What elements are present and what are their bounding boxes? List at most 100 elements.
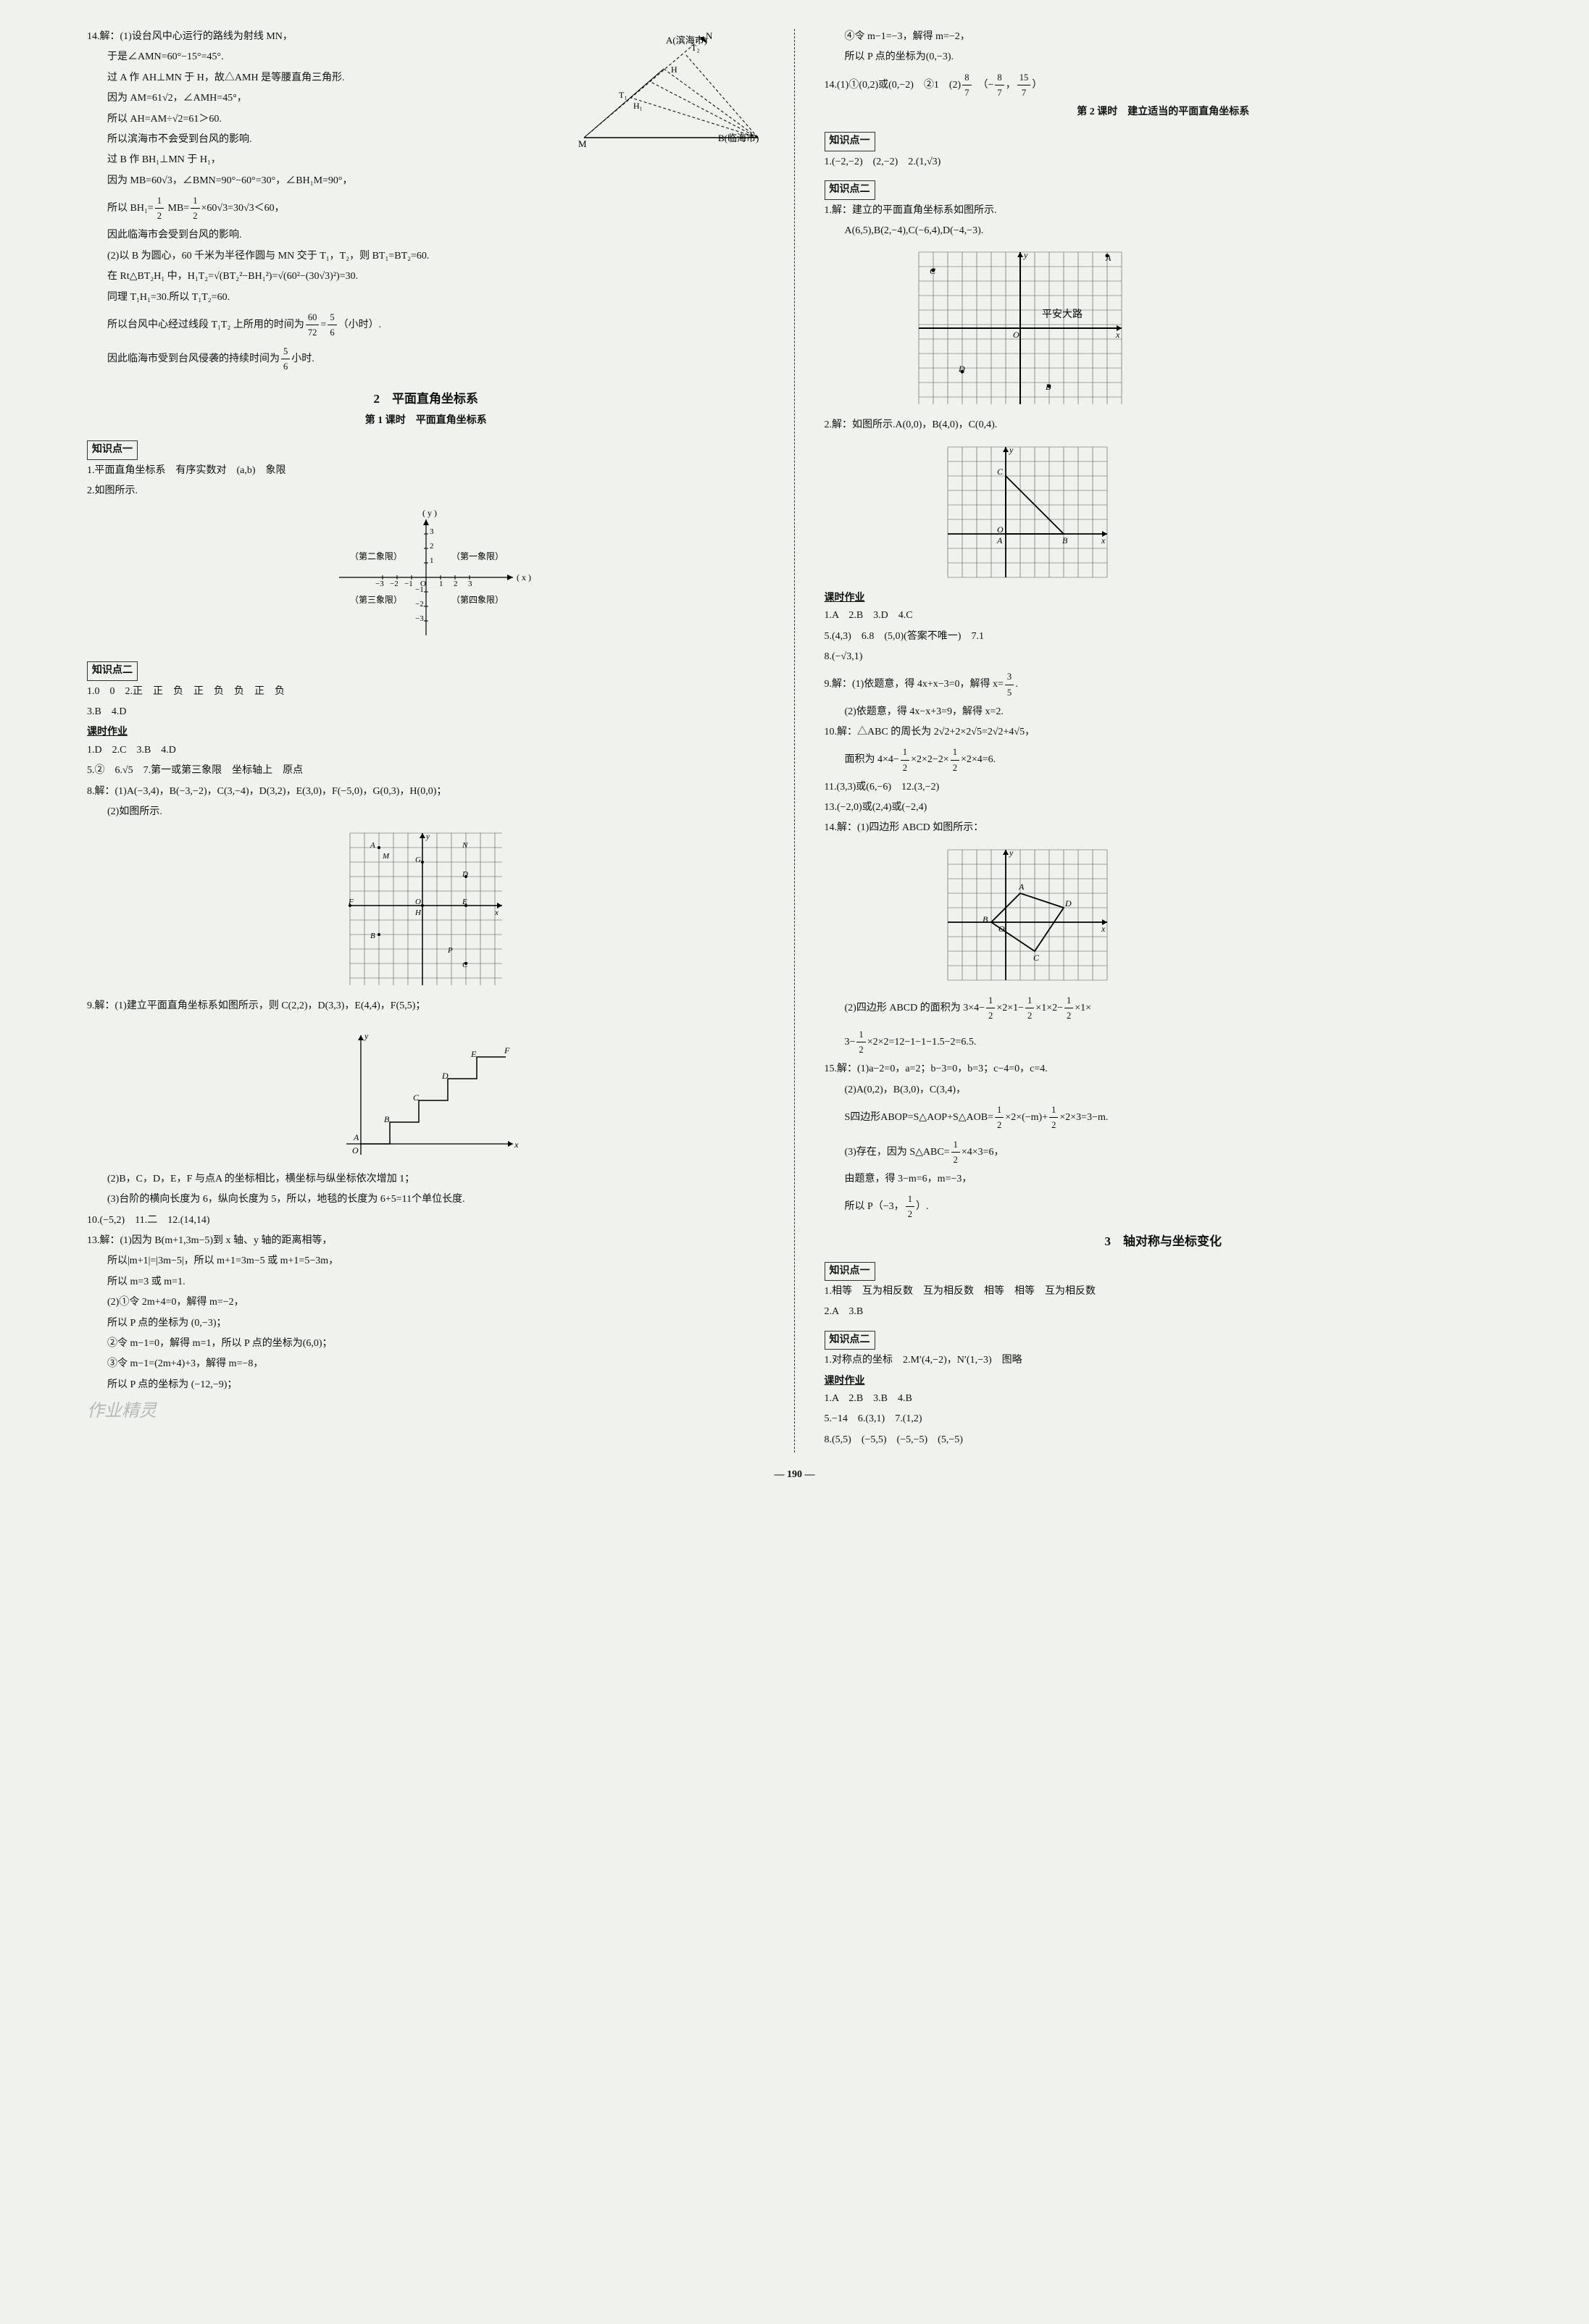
svg-text:（第四象限）: （第四象限） [451, 595, 504, 605]
svg-text:A: A [1018, 882, 1025, 892]
r-hw3-8: 8.(5,5) (−5,5) (−5,−5) (5,−5) [825, 1432, 1503, 1448]
z2-1: 1.0 0 2.正 正 负 正 负 负 正 负 [87, 684, 765, 700]
r-hw14b: (2)四边形 ABCD 的面积为 3×4−12×2×1−12×1×2−12×1× [845, 993, 1503, 1023]
section-3-title: 3 轴对称与坐标变化 [825, 1232, 1503, 1251]
svg-text:N: N [462, 841, 468, 850]
svg-text:P: P [447, 946, 453, 955]
z1-2: 2.如图所示. [87, 483, 765, 499]
svg-text:B: B [384, 1114, 390, 1124]
hw-13c: 所以 m=3 或 m=1. [107, 1274, 765, 1290]
hw-13a: 13.解：(1)因为 B(m+1,3m−5)到 x 轴、y 轴的距离相等， [87, 1233, 765, 1249]
svg-text:C: C [413, 1092, 420, 1103]
staircase-diagram: ABC DEF Oxy [325, 1021, 527, 1166]
hw-8b: (2)如图所示. [107, 804, 765, 820]
svg-text:1: 1 [430, 556, 434, 565]
svg-text:（第三象限）: （第三象限） [350, 595, 402, 605]
q14-9: 所以 BH₁=12 MB=12×60√3=30√3＜60， [107, 193, 765, 223]
coord-system-1: 平安大路 ABC DOxy [912, 245, 1129, 411]
r-hw11: 11.(3,3)或(6,−6) 12.(3,−2) [825, 779, 1503, 795]
svg-text:G: G [415, 856, 421, 864]
r-hw14a: 14.解：(1)四边形 ABCD 如图所示： [825, 820, 1503, 836]
svg-text:x: x [1101, 924, 1106, 934]
hw-13d: (2)①令 2m+4=0，解得 m=−2， [107, 1295, 765, 1311]
svg-text:O: O [352, 1145, 359, 1155]
r-hw1: 1.A 2.B 3.D 4.C [825, 608, 1503, 624]
svg-text:x: x [1115, 330, 1120, 340]
label-B: B(临海市) [718, 133, 759, 143]
svg-text:O: O [1013, 330, 1019, 340]
hw-8a: 8.解：(1)A(−3,4)，B(−3,−2)，C(3,−4)，D(3,2)，E… [87, 784, 765, 800]
hw-13h: 所以 P 点的坐标为 (−12,−9)； [107, 1377, 765, 1393]
label-H: H [671, 64, 677, 75]
svg-text:3: 3 [468, 580, 472, 588]
zhishi-1-label: 知识点一 [87, 440, 138, 459]
svg-text:C: C [462, 961, 468, 969]
svg-text:D: D [1064, 898, 1072, 908]
hw-13b: 所以|m+1|=|3m−5|，所以 m+1=3m−5 或 m+1=5−3m， [107, 1253, 765, 1269]
r-hw10b: 面积为 4×4−12×2×2−2×12×2×4=6. [845, 745, 1503, 774]
quadrant-diagram: ( y ) ( x ) （第一象限） （第二象限） （第三象限） （第四象限） … [310, 505, 542, 650]
r-hw10a: 10.解：△ABC 的周长为 2√2+2×2√5=2√2+4√5， [825, 724, 1503, 740]
svg-text:H: H [414, 908, 422, 917]
svg-text:C: C [997, 467, 1004, 477]
r-hw15a: 15.解：(1)a−2=0，a=2；b−3=0，b=3；c−4=0，c=4. [825, 1061, 1503, 1077]
hw-13e: 所以 P 点的坐标为 (0,−3)； [107, 1316, 765, 1332]
svg-text:−2: −2 [415, 600, 424, 609]
z2-3: 3.B 4.D [87, 704, 765, 720]
r-hw9a: 9.解：(1)依题意，得 4x+x−3=0，解得 x=35. [825, 669, 1503, 699]
svg-text:A: A [996, 535, 1003, 546]
q14-15: 因此临海市受到台风侵袭的持续时间为56小时. [107, 344, 765, 374]
label-T1: T₁ [619, 90, 627, 100]
q14-14: 所以台风中心经过线段 T₁T₂ 上所用的时间为6072=56（小时）. [107, 310, 765, 340]
r-hw15d: (3)存在，因为 S△ABC=12×4×3=6， [845, 1137, 1503, 1167]
label-T2: T₂ [691, 43, 700, 53]
svg-text:y: y [1009, 445, 1014, 455]
svg-text:y: y [425, 832, 430, 841]
svg-text:F: F [504, 1045, 510, 1056]
r-hw15f: 所以 P（−3，12）. [845, 1192, 1503, 1221]
r-hw3-1: 1.A 2.B 3.B 4.B [825, 1391, 1503, 1407]
svg-text:B: B [370, 932, 375, 940]
svg-text:1: 1 [439, 580, 443, 588]
svg-text:B: B [983, 914, 988, 924]
svg-text:2: 2 [430, 542, 434, 551]
r-hw3-label: 课时作业 [825, 1374, 1503, 1389]
svg-text:2: 2 [454, 580, 458, 588]
zhishi-2-label: 知识点二 [87, 661, 138, 680]
svg-text:x: x [514, 1140, 519, 1150]
quad-abcd-diagram: ABCD Oxy [941, 843, 1114, 987]
r-zhishi2: 知识点二 [825, 180, 875, 199]
hw-1: 1.D 2.C 3.B 4.D [87, 743, 765, 758]
svg-text:3: 3 [430, 527, 434, 536]
q14-8: 因为 MB=60√3，∠BMN=90°−60°=30°，∠BH₁M=90°， [107, 173, 765, 189]
q14-7: 过 B 作 BH₁⊥MN 于 H₁， [107, 152, 765, 168]
r-hw14f: 3−12×2×2=12−1−1−1.5−2=6.5. [845, 1027, 1503, 1057]
svg-text:A: A [370, 841, 375, 850]
q14-13: 同理 T₁H₁=30.所以 T₁T₂=60. [107, 290, 765, 306]
r-zhishi2b: 知识点二 [825, 1331, 875, 1350]
r-cont2: 所以 P 点的坐标为(0,−3). [845, 49, 1503, 65]
r-14: 14.(1)①(0,2)或(0,−2) ②1 (2)87 （−87，157） [825, 70, 1503, 100]
r-z1: 1.(−2,−2) (2,−2) 2.(1,√3) [825, 154, 1503, 170]
r-cont1: ④令 m−1=−3，解得 m=−2， [845, 29, 1503, 45]
hw-10: 10.(−5,2) 11.二 12.(14,14) [87, 1213, 765, 1229]
r-hw13: 13.(−2,0)或(2,4)或(−2,4) [825, 800, 1503, 816]
r-zhishi1: 知识点一 [825, 132, 875, 151]
label-A: A(滨海市) [666, 35, 707, 46]
z1-1: 1.平面直角坐标系 有序实数对 (a,b) 象限 [87, 463, 765, 479]
lesson-2-title: 第 2 课时 建立适当的平面直角坐标系 [825, 104, 1503, 120]
hw-9a: 9.解：(1)建立平面直角坐标系如图所示，则 C(2,2)，D(3,3)，E(4… [87, 998, 765, 1014]
watermark: 作业精灵 [87, 1397, 765, 1425]
hw-5: 5.② 6.√5 7.第一或第三象限 坐标轴上 原点 [87, 763, 765, 779]
svg-text:−1: −1 [404, 580, 413, 588]
r-hw15b: (2)A(0,2)，B(3,0)，C(3,4)， [845, 1082, 1503, 1098]
coord-system-2: ABC Oxy [941, 440, 1114, 585]
r-hw3-5: 5.−14 6.(3,1) 7.(1,2) [825, 1411, 1503, 1427]
r-hw15c: S四边形ABOP=S△AOP+S△AOB=12×2×(−m)+12×2×3=3−… [845, 1103, 1503, 1132]
r-hw9c: (2)依题意，得 4x−x+3=9，解得 x=2. [845, 704, 1503, 720]
r-z2-1: 1.解：建立的平面直角坐标系如图所示. [825, 203, 1503, 219]
svg-text:( y ): ( y ) [422, 508, 437, 518]
r-hw15e: 由题意，得 3−m=6，m=−3， [845, 1171, 1503, 1187]
svg-text:−1: −1 [415, 585, 424, 594]
grid-8-diagram: ABC DEF GH MNP Oxy [343, 826, 509, 992]
